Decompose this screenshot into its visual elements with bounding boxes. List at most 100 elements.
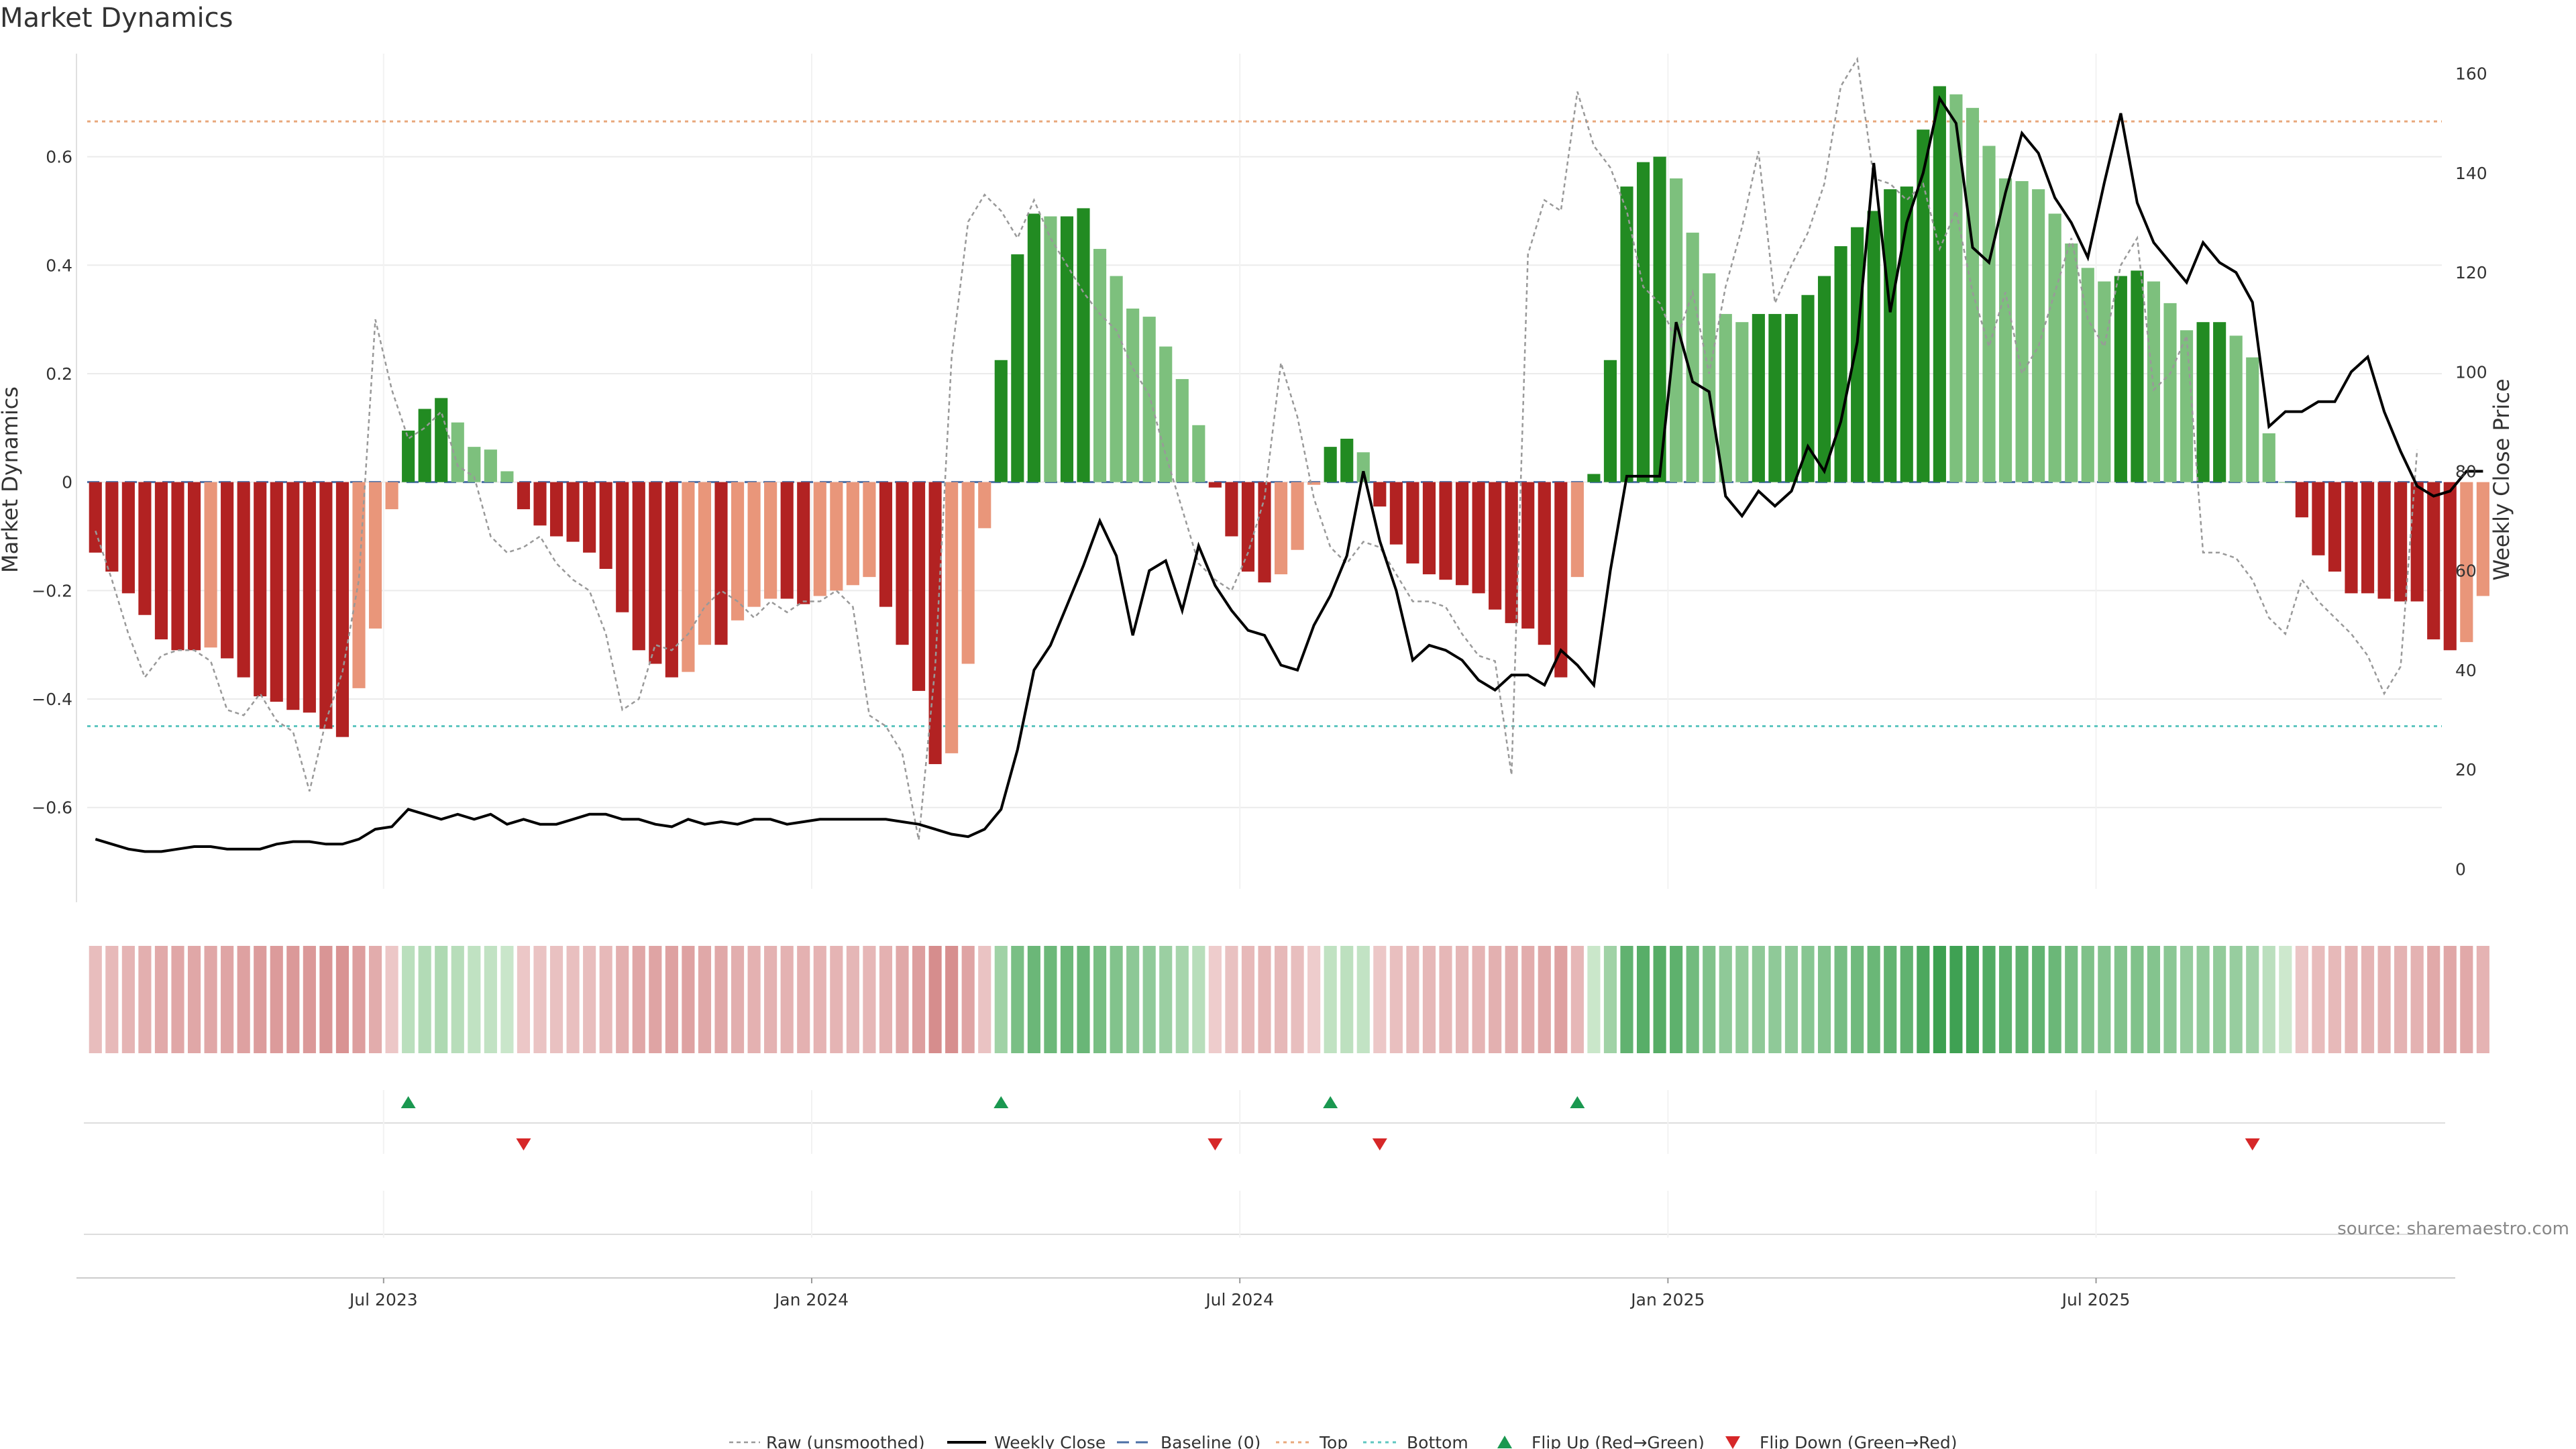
dynamics-bar bbox=[402, 430, 415, 482]
regime-cell bbox=[1538, 946, 1551, 1053]
dynamics-bar bbox=[1867, 211, 1880, 482]
dynamics-bar bbox=[846, 482, 859, 586]
dynamics-bar bbox=[896, 482, 909, 645]
dynamics-bar bbox=[1768, 314, 1782, 482]
dynamics-bar bbox=[649, 482, 662, 664]
regime-cell bbox=[1933, 946, 1946, 1053]
dynamics-bar bbox=[698, 482, 712, 645]
regime-cell bbox=[1291, 946, 1304, 1053]
regime-cell bbox=[549, 946, 564, 1053]
dynamics-bar bbox=[1439, 482, 1452, 580]
regime-cell bbox=[632, 946, 645, 1053]
regime-cell bbox=[254, 946, 267, 1053]
dynamics-bar bbox=[1703, 273, 1716, 482]
regime-cell bbox=[500, 946, 514, 1053]
dynamics-bar bbox=[879, 482, 893, 607]
dynamics-bar bbox=[961, 482, 975, 664]
regime-cell bbox=[2065, 946, 2078, 1053]
dynamics-bar bbox=[1175, 379, 1189, 482]
dynamics-bar bbox=[1884, 189, 1897, 482]
dynamics-bar bbox=[1834, 246, 1847, 482]
dynamics-bar bbox=[2213, 322, 2226, 482]
regime-cell bbox=[2147, 946, 2161, 1053]
dynamics-bar bbox=[2147, 281, 2161, 482]
regime-cell bbox=[89, 946, 102, 1053]
regime-cell bbox=[517, 946, 531, 1053]
dynamics-bar bbox=[435, 398, 448, 482]
dynamics-bar bbox=[2427, 482, 2440, 640]
regime-cell bbox=[1703, 946, 1716, 1053]
y2-tick-label: 100 bbox=[2455, 362, 2487, 382]
regime-cell bbox=[1208, 946, 1222, 1053]
regime-cell bbox=[599, 946, 612, 1053]
dynamics-bar bbox=[2131, 270, 2144, 482]
raw-line bbox=[95, 56, 2418, 841]
dynamics-bar bbox=[105, 482, 119, 572]
dynamics-bar bbox=[303, 482, 316, 713]
dynamics-bar bbox=[1225, 482, 1238, 537]
regime-cell bbox=[912, 946, 926, 1053]
dynamics-bar bbox=[1917, 129, 1930, 482]
regime-cell bbox=[1587, 946, 1601, 1053]
raw-series bbox=[95, 56, 2418, 841]
dynamics-bar bbox=[1142, 317, 1156, 482]
dynamics-bar bbox=[517, 482, 531, 510]
dynamics-bar bbox=[2279, 482, 2292, 483]
dynamics-bar bbox=[204, 482, 217, 648]
dynamics-bar bbox=[1044, 216, 1057, 482]
dynamics-bar bbox=[500, 471, 514, 482]
dynamics-bar bbox=[1719, 314, 1732, 482]
regime-cell bbox=[2377, 946, 2391, 1053]
dynamics-bar bbox=[1752, 314, 1765, 482]
y2-tick-label: 140 bbox=[2455, 164, 2487, 183]
y2-tick-label: 120 bbox=[2455, 263, 2487, 282]
regime-cell bbox=[731, 946, 745, 1053]
dynamics-bar bbox=[352, 482, 366, 688]
dynamics-bar bbox=[2262, 433, 2275, 482]
dynamics-bar bbox=[994, 360, 1008, 482]
flip-down-marker bbox=[2245, 1138, 2260, 1150]
regime-cell bbox=[2246, 946, 2259, 1053]
regime-cell bbox=[2098, 946, 2111, 1053]
legend: Raw (unsmoothed) Weekly Close Baseline (0)… bbox=[729, 1433, 1957, 1449]
regime-cell bbox=[961, 946, 975, 1053]
regime-cell bbox=[1554, 946, 1568, 1053]
dynamics-bar bbox=[2460, 482, 2473, 643]
dynamics-bar bbox=[665, 482, 678, 678]
dynamics-bar bbox=[2328, 482, 2342, 572]
dynamics-bar bbox=[616, 482, 629, 612]
regime-cell bbox=[2279, 946, 2292, 1053]
y-tick-label: −0.4 bbox=[32, 690, 72, 709]
regime-cell bbox=[928, 946, 942, 1053]
regime-cell bbox=[385, 946, 398, 1053]
regime-cell bbox=[2196, 946, 2210, 1053]
dynamics-bar bbox=[468, 447, 481, 482]
regime-cell bbox=[2410, 946, 2424, 1053]
regime-cell bbox=[1686, 946, 1699, 1053]
regime-cell bbox=[978, 946, 991, 1053]
y-tick-label: 0.2 bbox=[46, 364, 72, 384]
regime-cell bbox=[896, 946, 909, 1053]
regime-cell bbox=[1159, 946, 1173, 1053]
regime-cell bbox=[418, 946, 431, 1053]
x-tick-label: Jan 2025 bbox=[1629, 1290, 1705, 1309]
dynamics-bar bbox=[2345, 482, 2358, 594]
regime-cell bbox=[1719, 946, 1732, 1053]
regime-cell bbox=[714, 946, 728, 1053]
dynamics-bar bbox=[830, 482, 843, 591]
flip-up-marker bbox=[994, 1096, 1009, 1108]
y-tick-label: 0.4 bbox=[46, 256, 72, 275]
regime-cell bbox=[665, 946, 678, 1053]
regime-cell bbox=[138, 946, 152, 1053]
regime-cell bbox=[1389, 946, 1403, 1053]
regime-cell bbox=[352, 946, 366, 1053]
x-tick-label: Jul 2023 bbox=[348, 1290, 418, 1309]
dynamics-bar bbox=[1653, 156, 1666, 482]
regime-cell bbox=[2443, 946, 2457, 1053]
dynamics-bar bbox=[1505, 482, 1518, 623]
dynamics-bar bbox=[2065, 243, 2078, 482]
y-tick-label: −0.2 bbox=[32, 581, 72, 600]
dynamics-bar bbox=[1389, 482, 1403, 545]
dynamics-bar bbox=[1686, 232, 1699, 482]
